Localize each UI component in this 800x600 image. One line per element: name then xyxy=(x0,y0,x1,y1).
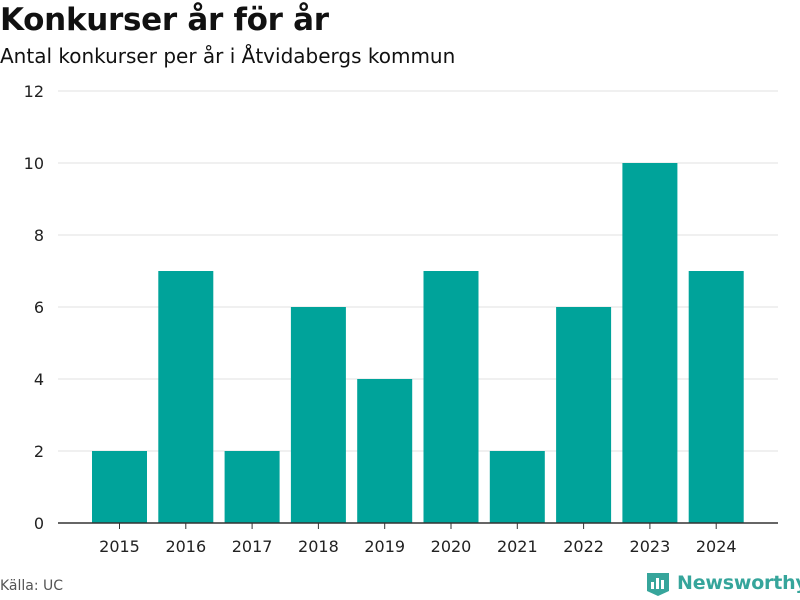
brand-logo: Newsworthy xyxy=(645,569,800,597)
bar-2023 xyxy=(622,163,678,523)
bars xyxy=(92,163,744,523)
x-tick-label: 2022 xyxy=(563,537,604,556)
x-tick-label: 2024 xyxy=(696,537,737,556)
bar-2020 xyxy=(423,271,479,523)
brand-name: Newsworthy xyxy=(677,572,800,594)
bar-2021 xyxy=(489,451,545,523)
bar-2019 xyxy=(357,379,413,523)
x-tick-label: 2020 xyxy=(431,537,472,556)
x-tick-label: 2019 xyxy=(364,537,405,556)
x-tick-label: 2017 xyxy=(232,537,273,556)
bar-2022 xyxy=(556,307,612,523)
y-tick-label: 10 xyxy=(24,154,44,173)
x-tick-label: 2021 xyxy=(497,537,538,556)
y-tick-label: 8 xyxy=(34,226,44,245)
x-tick-label: 2016 xyxy=(165,537,206,556)
y-tick-label: 2 xyxy=(34,442,44,461)
newsworthy-logo-icon xyxy=(647,573,669,596)
axes: 0 2 4 6 8 10 12 2015 2016 2017 2018 2019 2020 2021 202… xyxy=(24,82,778,556)
y-tick-label: 4 xyxy=(34,370,44,389)
bar-2016 xyxy=(158,271,214,523)
chart-subtitle: Antal konkurser per år i Åtvidabergs kom… xyxy=(0,44,456,68)
y-tick-label: 6 xyxy=(34,298,44,317)
bar-2015 xyxy=(92,451,147,523)
x-tick-label: 2023 xyxy=(630,537,671,556)
y-tick-label: 12 xyxy=(24,82,44,101)
bar-2017 xyxy=(224,451,280,523)
x-tick-label: 2018 xyxy=(298,537,339,556)
y-tick-label: 0 xyxy=(34,514,44,533)
bar-2024 xyxy=(688,271,744,523)
x-tick-label: 2015 xyxy=(99,537,140,556)
chart-title: Konkurser år för år xyxy=(0,2,329,38)
bar-2018 xyxy=(290,307,346,523)
source-note: Källa: UC xyxy=(0,578,64,594)
